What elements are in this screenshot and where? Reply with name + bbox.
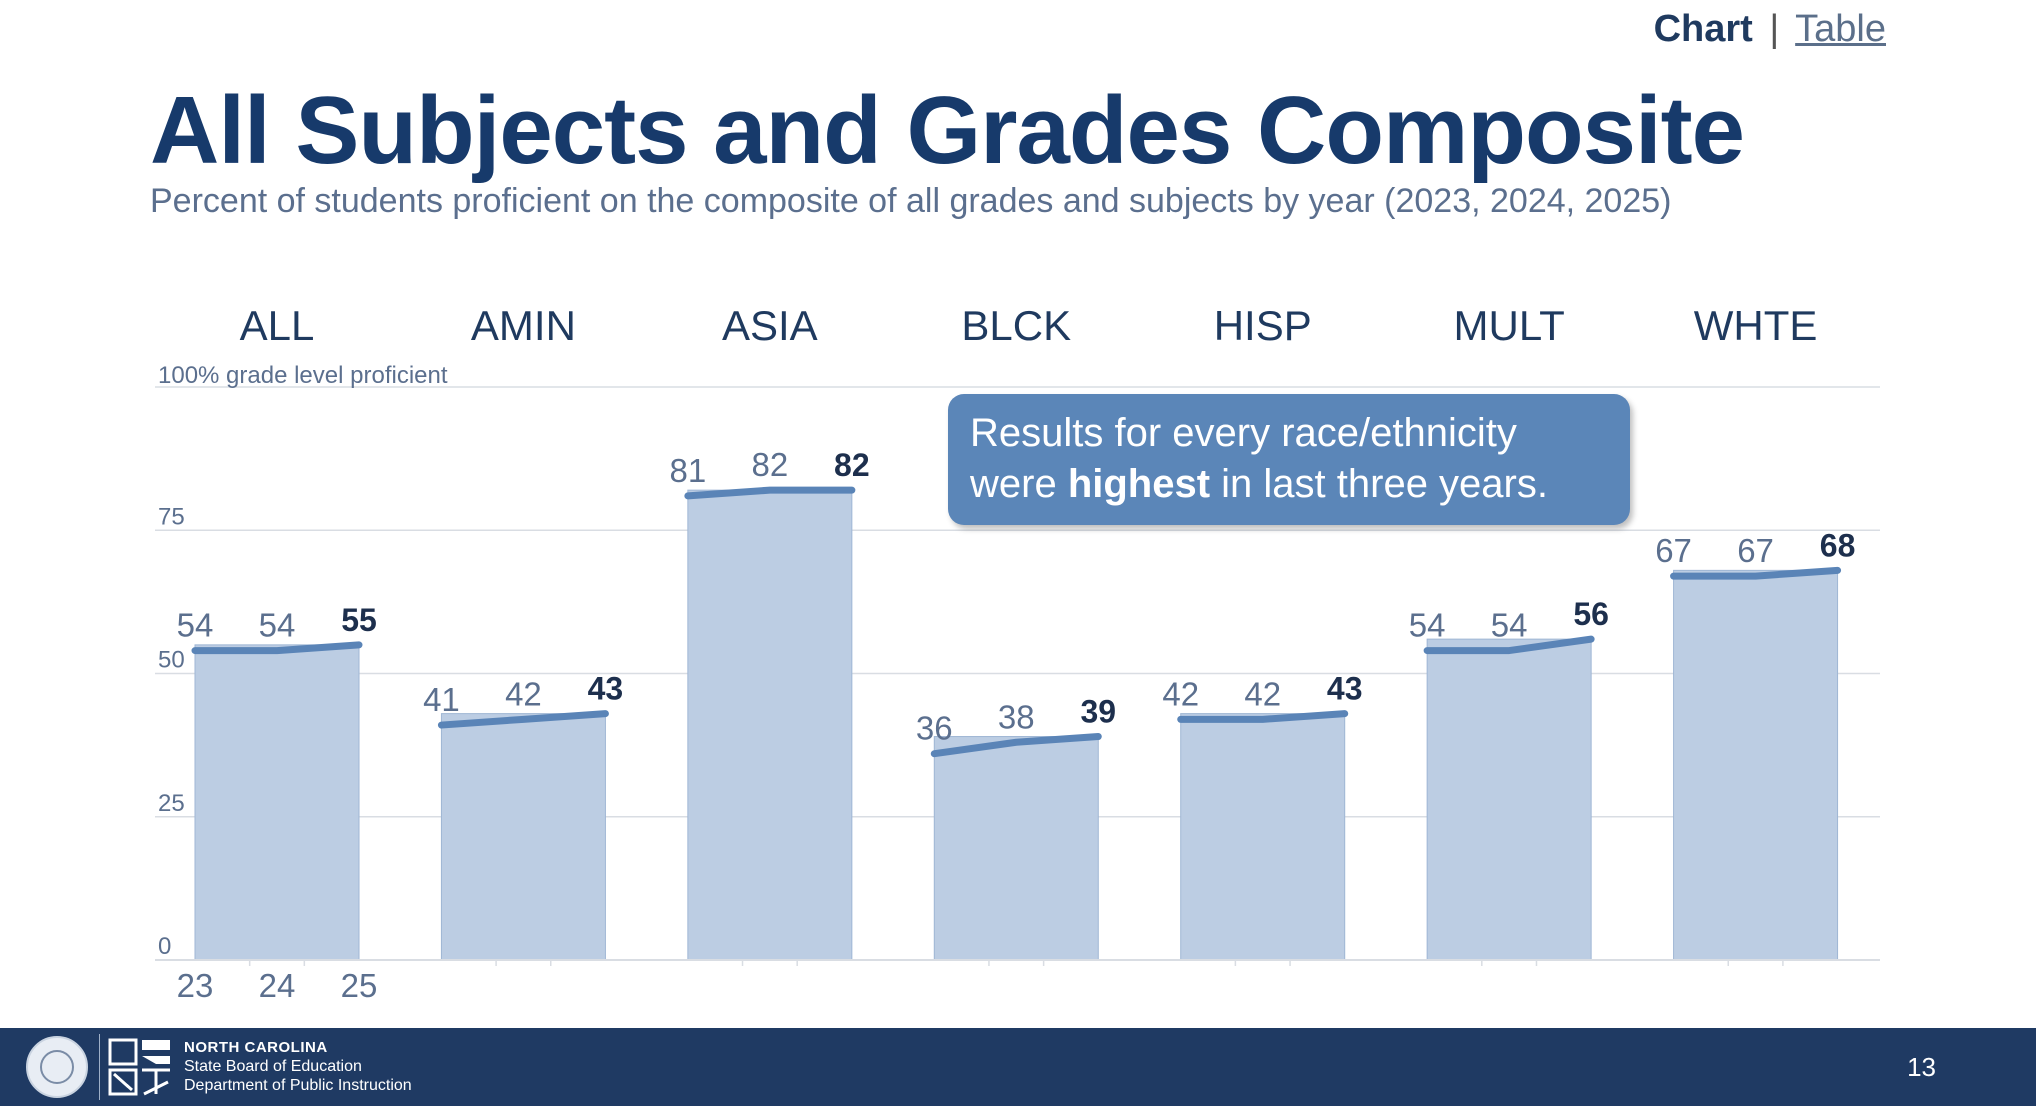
view-toggle: Chart | Table — [1654, 8, 1886, 51]
data-label: 82 — [834, 447, 870, 483]
state-board-seal-icon — [26, 1036, 88, 1098]
x-tick-label: 23 — [177, 967, 214, 1004]
dpi-logo-icon — [108, 1038, 170, 1096]
bar — [933, 736, 1099, 961]
y-tick-label: 50 — [158, 647, 185, 674]
data-label: 42 — [1244, 675, 1281, 712]
bar — [1673, 569, 1839, 961]
table-view-link[interactable]: Table — [1795, 8, 1886, 50]
data-label: 54 — [177, 607, 214, 644]
data-label: 43 — [1327, 671, 1363, 707]
data-label: 54 — [259, 607, 296, 644]
bar — [687, 489, 853, 961]
category-label: AMIN — [471, 302, 576, 349]
data-label: 42 — [505, 675, 542, 712]
callout-text-after: in last three years. — [1210, 462, 1548, 506]
callout-text-bold: highest — [1067, 462, 1211, 506]
data-label: 54 — [1491, 607, 1528, 644]
data-label: 38 — [998, 698, 1035, 735]
organization-name: NORTH CAROLINA State Board of Education … — [184, 1038, 412, 1095]
view-toggle-separator: | — [1769, 8, 1780, 50]
y-tick-label: 0 — [158, 933, 171, 960]
trend-line — [684, 486, 856, 500]
footer-bar: NORTH CAROLINA State Board of Education … — [0, 1028, 2036, 1106]
org-line-3: Department of Public Instruction — [184, 1077, 412, 1094]
data-label: 43 — [588, 671, 624, 707]
callout-text-before: were — [970, 462, 1068, 506]
data-label: 68 — [1820, 527, 1856, 563]
org-line-2: State Board of Education — [184, 1058, 362, 1075]
trend-line — [1423, 635, 1595, 655]
org-line-1: NORTH CAROLINA — [184, 1039, 328, 1056]
x-tick-label: 25 — [341, 967, 378, 1004]
trend-line — [1670, 566, 1842, 580]
bar — [1426, 638, 1592, 961]
bar — [194, 644, 360, 961]
category-label: WHTE — [1694, 302, 1818, 349]
data-label: 39 — [1080, 694, 1116, 730]
page-title: All Subjects and Grades Composite — [150, 77, 1745, 184]
bar — [1180, 713, 1346, 961]
trend-line — [437, 710, 609, 729]
category-label: ASIA — [722, 302, 818, 349]
bar — [440, 713, 606, 961]
data-label: 41 — [423, 681, 460, 718]
data-label: 82 — [751, 446, 788, 483]
x-tick-label: 24 — [259, 967, 296, 1004]
footer-divider — [99, 1034, 100, 1100]
callout-line-1: Results for every race/ethnicity — [970, 411, 1517, 455]
data-label: 67 — [1655, 532, 1692, 569]
trend-line — [1177, 710, 1349, 723]
y-tick-label: 75 — [158, 503, 185, 530]
category-label: MULT — [1454, 302, 1565, 349]
annotation-callout: Results for every race/ethnicity were hi… — [948, 394, 1630, 525]
data-label: 36 — [916, 710, 953, 747]
data-label: 56 — [1573, 596, 1609, 632]
page-subtitle: Percent of students proficient on the co… — [150, 182, 1672, 220]
data-label: 54 — [1409, 607, 1446, 644]
data-label: 81 — [669, 452, 706, 489]
category-label: HISP — [1214, 302, 1312, 349]
trend-line — [930, 733, 1102, 758]
category-label: ALL — [240, 302, 315, 349]
data-label: 55 — [341, 602, 377, 638]
data-label: 42 — [1162, 675, 1199, 712]
chart-view-tab[interactable]: Chart — [1653, 8, 1753, 50]
trend-line — [191, 641, 363, 655]
composite-bar-chart: 0 25 50 75 100% grade level proficient ALL 54 5… — [155, 302, 1880, 1004]
data-label: 67 — [1737, 532, 1774, 569]
category-label: BLCK — [961, 302, 1071, 349]
page-number: 13 — [1907, 1052, 1936, 1082]
y-tick-label: 25 — [158, 790, 185, 817]
callout-line-2: were highest in last three years. — [970, 459, 1608, 510]
top-gridline-label: 100% grade level proficient — [158, 362, 448, 389]
